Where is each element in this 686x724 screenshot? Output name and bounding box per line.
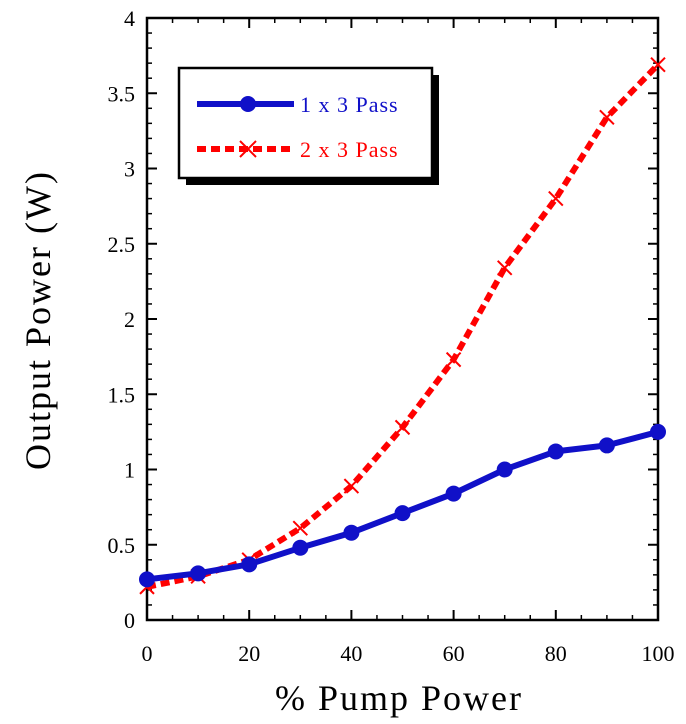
y-tick-label: 3.5 — [108, 81, 136, 106]
data-point — [599, 109, 615, 126]
plot-area — [145, 16, 660, 622]
data-point — [343, 524, 360, 541]
y-axis-title: Output Power (W) — [18, 170, 58, 470]
data-point-stroke — [599, 109, 615, 126]
tick-labels: 00.511.522.533.540 20 40 60 80 100 — [108, 6, 675, 666]
data-point-stroke — [292, 520, 309, 536]
y-tick-label: 0.5 — [108, 533, 136, 558]
data-point — [139, 571, 155, 588]
legend-marker-series-2 — [239, 140, 257, 158]
x-tick-label: 60 — [443, 641, 465, 666]
legend: 1 x 3 Pass 2 x 3 Pass — [177, 66, 439, 185]
x-tick-label: 40 — [340, 641, 362, 666]
legend-box — [177, 66, 434, 180]
series-group — [139, 56, 666, 595]
data-point — [343, 478, 360, 494]
data-point — [445, 351, 462, 368]
data-point — [394, 419, 411, 436]
data-point-stroke — [650, 56, 666, 73]
data-point-stroke — [496, 260, 513, 276]
y-tick-label: 2 — [124, 307, 135, 332]
data-point — [445, 485, 462, 502]
data-point-stroke — [548, 190, 564, 207]
data-point — [292, 539, 309, 556]
y-tick-label: 0 — [124, 608, 135, 633]
y-tick-label: 1 — [124, 458, 135, 483]
y-tick-label: 2.5 — [108, 232, 136, 257]
data-point — [496, 260, 513, 276]
x-axis-title: % Pump Power — [275, 678, 523, 718]
data-point — [394, 505, 411, 522]
x-tick-label: 20 — [238, 641, 260, 666]
data-point-stroke — [394, 419, 411, 436]
y-tick-label: 3 — [124, 157, 135, 182]
legend-label-series-2: 2 x 3 Pass — [300, 137, 399, 162]
legend-label-series-1: 1 x 3 Pass — [300, 92, 399, 117]
data-point — [241, 556, 258, 573]
data-point — [548, 190, 564, 207]
y-tick-label: 4 — [124, 6, 135, 31]
legend-marker-series-1 — [240, 96, 256, 112]
data-point — [650, 423, 666, 440]
data-point — [190, 565, 207, 582]
y-tick-label: 1.5 — [108, 382, 136, 407]
x-tick-label: 100 — [642, 641, 675, 666]
x-tick-label: 0 — [142, 641, 153, 666]
data-point-stroke — [343, 478, 360, 494]
data-point — [547, 443, 564, 460]
series-1 — [139, 423, 666, 588]
data-point — [650, 56, 666, 73]
data-point — [496, 461, 513, 478]
data-point — [598, 437, 615, 454]
x-tick-label: 80 — [545, 641, 567, 666]
data-point — [292, 520, 309, 536]
data-point-stroke — [445, 351, 462, 368]
